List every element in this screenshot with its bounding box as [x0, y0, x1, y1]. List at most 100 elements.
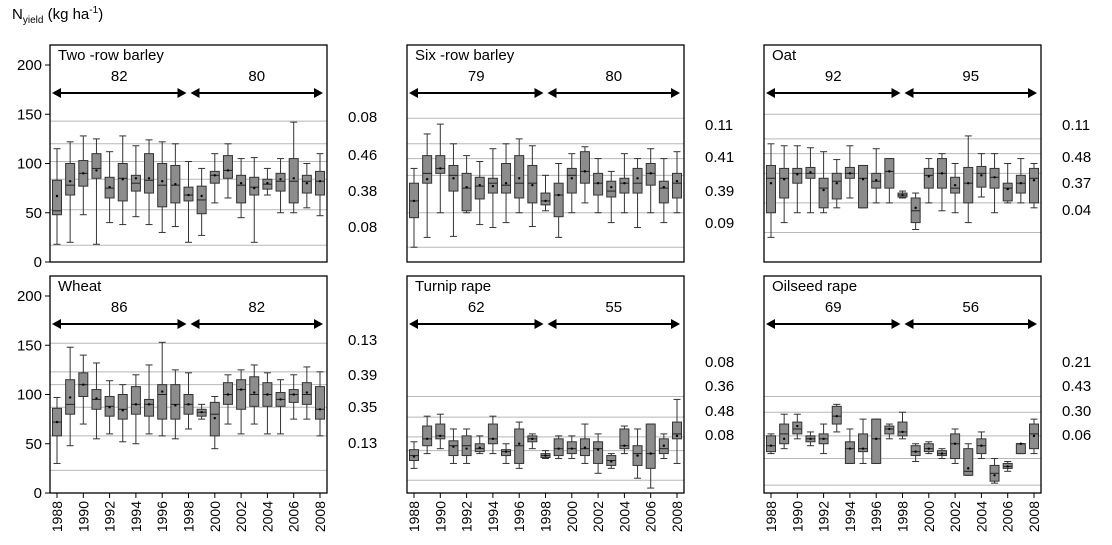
arrowhead-left — [766, 88, 775, 98]
mean-marker — [649, 452, 652, 455]
x-tick-label: 1990 — [75, 501, 91, 532]
mean-marker — [769, 182, 773, 185]
arrowhead-left — [409, 88, 418, 98]
mean-marker — [121, 409, 124, 412]
mean-marker — [570, 177, 573, 180]
arrowhead-right — [534, 319, 544, 329]
box — [779, 167, 790, 199]
mean-marker — [1006, 465, 1009, 468]
mean-marker — [901, 430, 904, 434]
x-tick-label: 2000 — [207, 501, 223, 532]
y-tick-label: 0 — [34, 485, 42, 502]
chart-panel: Two -row barley 82 80 0 50 100 150 200 0.08 0.46 0… — [17, 44, 377, 271]
mean-marker — [253, 391, 256, 394]
mean-marker — [809, 171, 812, 174]
side-value-label: 0.48 — [1062, 149, 1091, 166]
mean-marker — [318, 180, 322, 183]
box — [288, 389, 299, 403]
box — [501, 163, 512, 194]
mean-marker — [292, 393, 295, 396]
panel-title: Wheat — [58, 278, 102, 295]
period-mean-label: 56 — [962, 299, 979, 316]
side-value-label: 0.21 — [1062, 354, 1091, 371]
x-tick-label: 2002 — [233, 501, 249, 532]
mean-marker — [213, 416, 216, 420]
box — [448, 440, 459, 457]
x-tick-label: 1996 — [868, 501, 884, 532]
side-value-label: 0.06 — [1062, 427, 1091, 444]
side-value-label: 0.08 — [348, 219, 377, 236]
mean-marker — [1006, 187, 1009, 191]
mean-marker — [239, 388, 243, 391]
panel-title: Oat — [772, 47, 797, 64]
mean-marker — [596, 182, 600, 185]
side-value-label: 0.39 — [348, 367, 377, 384]
x-tick-label: 2004 — [973, 501, 989, 532]
mean-marker — [636, 454, 639, 457]
side-value-label: 0.13 — [348, 332, 377, 349]
box — [672, 421, 682, 440]
mean-marker — [993, 176, 996, 179]
x-tick-label: 1990 — [432, 501, 448, 532]
mean-marker — [531, 183, 534, 187]
plot-frame — [406, 44, 685, 263]
mean-marker — [940, 172, 944, 175]
mean-marker — [518, 177, 521, 180]
mean-marker — [861, 178, 865, 181]
mean-marker — [822, 188, 825, 192]
box — [249, 176, 260, 196]
box — [117, 163, 128, 202]
box — [209, 170, 220, 184]
mean-marker — [465, 447, 468, 450]
x-tick-label: 1994 — [485, 501, 501, 532]
box — [474, 176, 485, 200]
x-tick-label: 2002 — [947, 501, 963, 532]
arrowhead-left — [904, 319, 914, 329]
x-tick-label: 2008 — [669, 501, 685, 532]
x-tick-label: 1988 — [406, 501, 422, 532]
panel-title: Turnip rape — [415, 278, 491, 295]
arrowhead-right — [1028, 319, 1037, 329]
box — [566, 167, 577, 194]
mean-marker — [835, 182, 838, 185]
mean-marker — [636, 177, 639, 180]
mean-marker — [174, 182, 177, 186]
arrowhead-left — [52, 319, 61, 329]
y-tick-label: 0 — [34, 254, 42, 271]
mean-marker — [888, 170, 891, 173]
mean-marker — [544, 454, 547, 457]
box — [766, 164, 776, 214]
period-mean-label: 80 — [248, 68, 265, 85]
mean-marker — [675, 180, 679, 183]
period-mean-label: 80 — [605, 68, 622, 85]
x-tick-label: 1998 — [895, 501, 911, 532]
x-tick-label: 2000 — [921, 501, 937, 532]
y-tick-label: 50 — [25, 205, 42, 222]
mean-marker — [610, 460, 613, 463]
y-axis-title-subscript: yield — [23, 15, 44, 26]
arrowhead-right — [671, 88, 680, 98]
box — [1002, 182, 1013, 202]
mean-marker — [914, 206, 917, 210]
mean-marker — [557, 447, 560, 450]
mean-marker — [425, 437, 429, 441]
x-tick-label: 2006 — [1000, 501, 1016, 532]
mean-marker — [782, 437, 786, 441]
mean-marker — [809, 437, 812, 441]
box — [858, 433, 869, 453]
x-tick-label: 2008 — [1026, 501, 1042, 532]
box — [487, 423, 498, 445]
box — [792, 421, 803, 435]
period-mean-label: 86 — [111, 299, 128, 316]
mean-marker — [134, 403, 138, 406]
box — [672, 172, 682, 199]
mean-marker — [953, 442, 957, 445]
mean-marker — [848, 447, 852, 450]
plot-frame — [763, 275, 1042, 494]
mean-marker — [1019, 182, 1023, 185]
box — [144, 398, 155, 417]
mean-marker — [927, 447, 930, 450]
box — [236, 379, 247, 410]
mean-marker — [439, 434, 442, 438]
